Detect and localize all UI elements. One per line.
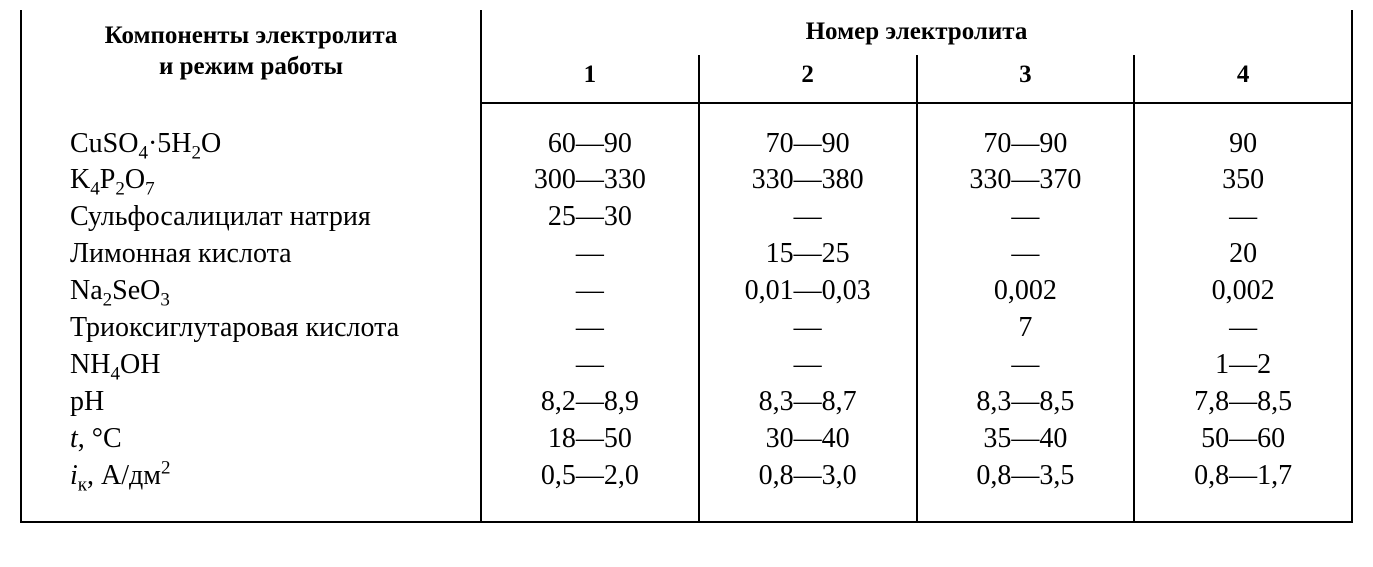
- cell: 70—90: [699, 126, 917, 163]
- cell: 330—370: [917, 162, 1135, 199]
- table-row: NH4OH———1—2: [21, 347, 1352, 384]
- cell: —: [699, 199, 917, 236]
- cell: —: [699, 347, 917, 384]
- cell: 70—90: [917, 126, 1135, 163]
- cell: —: [699, 310, 917, 347]
- table-row: Лимонная кислота—15—25—20: [21, 236, 1352, 273]
- cell: —: [481, 273, 699, 310]
- row-label: NH4OH: [21, 347, 481, 384]
- table-row: K4P2O7300—330330—380330—370350: [21, 162, 1352, 199]
- table-body: CuSO4·5H2O60—9070—9070—9090K4P2O7300—330…: [21, 103, 1352, 523]
- cell: 60—90: [481, 126, 699, 163]
- cell: 20: [1134, 236, 1352, 273]
- cell: 0,8—3,0: [699, 458, 917, 495]
- table-row: Триоксиглутаровая кислота——7—: [21, 310, 1352, 347]
- cell: 7: [917, 310, 1135, 347]
- cell: —: [1134, 199, 1352, 236]
- row-label: Триоксиглутаровая кислота: [21, 310, 481, 347]
- row-label: Na2SeO3: [21, 273, 481, 310]
- cell: 1—2: [1134, 347, 1352, 384]
- cell: 0,002: [1134, 273, 1352, 310]
- cell: —: [1134, 310, 1352, 347]
- cell: 7,8—8,5: [1134, 384, 1352, 421]
- table-row: t, °C18—5030—4035—4050—60: [21, 421, 1352, 458]
- cell: 25—30: [481, 199, 699, 236]
- row-label: CuSO4·5H2O: [21, 126, 481, 163]
- table-row: Сульфосалицилат натрия25—30———: [21, 199, 1352, 236]
- cell: 90: [1134, 126, 1352, 163]
- header-col-4: 4: [1134, 55, 1352, 103]
- electrolyte-table: Компоненты электролита и режим работы Но…: [20, 10, 1353, 523]
- cell: 300—330: [481, 162, 699, 199]
- cell: —: [917, 347, 1135, 384]
- header-components-line1: Компоненты электролита: [105, 22, 398, 49]
- header-components: Компоненты электролита и режим работы: [21, 10, 481, 103]
- header-super-label: Номер электролита: [481, 10, 1352, 55]
- cell: 350: [1134, 162, 1352, 199]
- cell: —: [481, 347, 699, 384]
- cell: —: [481, 310, 699, 347]
- table-row: CuSO4·5H2O60—9070—9070—9090: [21, 126, 1352, 163]
- header-col-1: 1: [481, 55, 699, 103]
- row-label: Сульфосалицилат натрия: [21, 199, 481, 236]
- row-label: K4P2O7: [21, 162, 481, 199]
- table-row: pH8,2—8,98,3—8,78,3—8,57,8—8,5: [21, 384, 1352, 421]
- cell: 0,002: [917, 273, 1135, 310]
- row-label: t, °C: [21, 421, 481, 458]
- cell: 8,3—8,7: [699, 384, 917, 421]
- table-row: iк, А/дм20,5—2,00,8—3,00,8—3,50,8—1,7: [21, 458, 1352, 495]
- cell: 50—60: [1134, 421, 1352, 458]
- row-label: pH: [21, 384, 481, 421]
- cell: 0,8—1,7: [1134, 458, 1352, 495]
- cell: 8,3—8,5: [917, 384, 1135, 421]
- cell: —: [481, 236, 699, 273]
- cell: —: [917, 199, 1135, 236]
- table-row: Na2SeO3—0,01—0,030,0020,002: [21, 273, 1352, 310]
- header-components-line2: и режим работы: [159, 53, 343, 80]
- header-col-3: 3: [917, 55, 1135, 103]
- row-label: Лимонная кислота: [21, 236, 481, 273]
- cell: 15—25: [699, 236, 917, 273]
- cell: 35—40: [917, 421, 1135, 458]
- cell: 330—380: [699, 162, 917, 199]
- cell: 0,5—2,0: [481, 458, 699, 495]
- cell: 18—50: [481, 421, 699, 458]
- cell: 8,2—8,9: [481, 384, 699, 421]
- cell: 0,01—0,03: [699, 273, 917, 310]
- row-label: iк, А/дм2: [21, 458, 481, 495]
- table-header: Компоненты электролита и режим работы Но…: [21, 10, 1352, 103]
- cell: 30—40: [699, 421, 917, 458]
- cell: 0,8—3,5: [917, 458, 1135, 495]
- header-col-2: 2: [699, 55, 917, 103]
- cell: —: [917, 236, 1135, 273]
